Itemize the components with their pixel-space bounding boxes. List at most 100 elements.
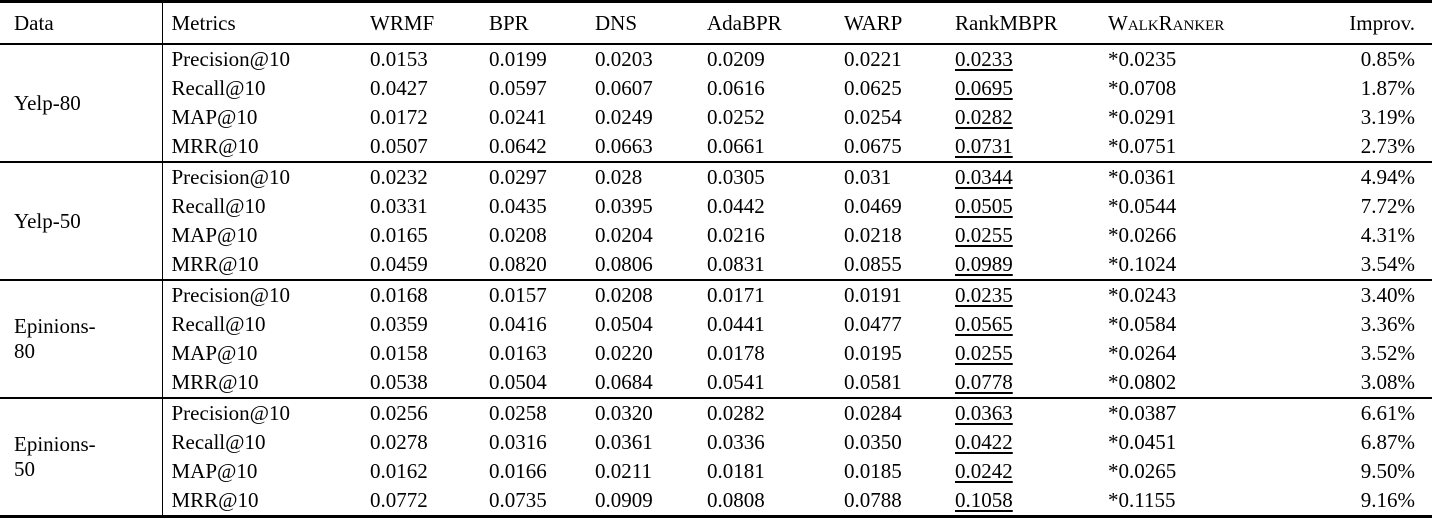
adabpr-cell: 0.0831 [707, 252, 765, 276]
rankmbpr-cell: 0.0255 [955, 339, 1108, 368]
table-row: Recall@10 0.0331 0.0435 0.0395 0.0442 0.… [0, 192, 1432, 221]
dns-cell: 0.0395 [595, 194, 653, 218]
table-row: MRR@10 0.0772 0.0735 0.0909 0.0808 0.078… [0, 486, 1432, 517]
underlined-value: 0.0422 [955, 430, 1013, 454]
rankmbpr-cell: 0.0255 [955, 221, 1108, 250]
warp-cell: 0.0855 [844, 252, 902, 276]
improv-cell: 0.85% [1360, 47, 1415, 71]
adabpr-cell: 0.0661 [707, 134, 765, 158]
underlined-value: 0.0363 [955, 401, 1013, 425]
walkranker-cell: *0.0243 [1108, 283, 1177, 307]
bpr-cell: 0.0504 [489, 370, 547, 394]
underlined-value: 0.0255 [955, 223, 1013, 247]
metric-cell: Recall@10 [161, 74, 370, 103]
adabpr-cell: 0.0282 [707, 401, 765, 425]
bpr-cell: 0.0735 [489, 488, 547, 512]
dataset-label: Yelp-80 [14, 90, 81, 115]
table-row: Recall@10 0.0278 0.0316 0.0361 0.0336 0.… [0, 428, 1432, 457]
improv-cell: 7.72% [1360, 194, 1415, 218]
walkranker-cell: *0.0451 [1108, 430, 1177, 454]
underlined-value: 0.0242 [955, 459, 1013, 483]
walkranker-cell: *0.0235 [1108, 47, 1177, 71]
walkranker-cell: *0.0584 [1108, 312, 1177, 336]
wrmf-cell: 0.0359 [370, 312, 428, 336]
wrmf-cell: 0.0459 [370, 252, 428, 276]
improv-cell: 4.31% [1360, 223, 1415, 247]
dns-cell: 0.0204 [595, 223, 653, 247]
adabpr-cell: 0.0616 [707, 76, 765, 100]
adabpr-cell: 0.0541 [707, 370, 765, 394]
bpr-cell: 0.0163 [489, 341, 547, 365]
table-row: MRR@10 0.0507 0.0642 0.0663 0.0661 0.067… [0, 132, 1432, 162]
dns-cell: 0.0663 [595, 134, 653, 158]
dataset-label: Epinions- [14, 432, 96, 456]
metric-cell: Precision@10 [161, 162, 370, 192]
walkranker-cell: *0.0751 [1108, 134, 1177, 158]
dns-cell: 0.0203 [595, 47, 653, 71]
wrmf-cell: 0.0168 [370, 283, 428, 307]
underlined-value: 0.0233 [955, 47, 1013, 71]
rankmbpr-cell: 0.0989 [955, 250, 1108, 280]
warp-cell: 0.0788 [844, 488, 902, 512]
warp-cell: 0.0284 [844, 401, 902, 425]
dataset-label-line2: 80 [14, 339, 35, 363]
col-header-metrics: Metrics [161, 1, 370, 44]
walkranker-cell: *0.0802 [1108, 370, 1177, 394]
underlined-value: 0.1058 [955, 488, 1013, 512]
dns-cell: 0.028 [595, 165, 643, 189]
rankmbpr-cell: 0.0235 [955, 280, 1108, 310]
table-row: MAP@10 0.0162 0.0166 0.0211 0.0181 0.018… [0, 457, 1432, 486]
improv-cell: 6.87% [1360, 430, 1415, 454]
metric-cell: Recall@10 [161, 310, 370, 339]
bpr-cell: 0.0297 [489, 165, 547, 189]
wrmf-cell: 0.0278 [370, 430, 428, 454]
adabpr-cell: 0.0252 [707, 105, 765, 129]
warp-cell: 0.0191 [844, 283, 902, 307]
warp-cell: 0.0254 [844, 105, 902, 129]
bpr-cell: 0.0258 [489, 401, 547, 425]
rankmbpr-cell: 0.0344 [955, 162, 1108, 192]
dataset-cell: Yelp-80 [0, 44, 162, 162]
improv-cell: 3.36% [1360, 312, 1415, 336]
improv-cell: 1.87% [1360, 76, 1415, 100]
adabpr-cell: 0.0209 [707, 47, 765, 71]
adabpr-cell: 0.0305 [707, 165, 765, 189]
rankmbpr-cell: 0.0565 [955, 310, 1108, 339]
improv-cell: 3.52% [1360, 341, 1415, 365]
underlined-value: 0.0282 [955, 105, 1013, 129]
wrmf-cell: 0.0165 [370, 223, 428, 247]
rankmbpr-cell: 0.0778 [955, 368, 1108, 398]
walkranker-cell: *0.1155 [1108, 488, 1176, 512]
rankmbpr-cell: 0.0731 [955, 132, 1108, 162]
metric-cell: MAP@10 [161, 339, 370, 368]
table-row: Recall@10 0.0427 0.0597 0.0607 0.0616 0.… [0, 74, 1432, 103]
bpr-cell: 0.0157 [489, 283, 547, 307]
improv-cell: 4.94% [1360, 165, 1415, 189]
rankmbpr-cell: 0.0282 [955, 103, 1108, 132]
metric-cell: Recall@10 [161, 428, 370, 457]
bpr-cell: 0.0416 [489, 312, 547, 336]
dns-cell: 0.0320 [595, 401, 653, 425]
wrmf-cell: 0.0256 [370, 401, 428, 425]
table-row: MAP@10 0.0172 0.0241 0.0249 0.0252 0.025… [0, 103, 1432, 132]
underlined-value: 0.0778 [955, 370, 1013, 394]
bpr-cell: 0.0597 [489, 76, 547, 100]
table-row: Yelp-80 Precision@10 0.0153 0.0199 0.020… [0, 44, 1432, 115]
underlined-value: 0.0695 [955, 76, 1013, 100]
bpr-cell: 0.0241 [489, 105, 547, 129]
dataset-label: Epinions- [14, 314, 96, 338]
dns-cell: 0.0909 [595, 488, 653, 512]
dns-cell: 0.0607 [595, 76, 653, 100]
underlined-value: 0.0989 [955, 252, 1013, 276]
adabpr-cell: 0.0808 [707, 488, 765, 512]
table-row: MAP@10 0.0165 0.0208 0.0204 0.0216 0.021… [0, 221, 1432, 250]
adabpr-cell: 0.0171 [707, 283, 765, 307]
bpr-cell: 0.0208 [489, 223, 547, 247]
underlined-value: 0.0731 [955, 134, 1013, 158]
dataset-label: Yelp-50 [14, 208, 81, 233]
wrmf-cell: 0.0172 [370, 105, 428, 129]
adabpr-cell: 0.0181 [707, 459, 765, 483]
warp-cell: 0.031 [844, 165, 892, 189]
underlined-value: 0.0565 [955, 312, 1013, 336]
improv-cell: 9.50% [1360, 459, 1415, 483]
